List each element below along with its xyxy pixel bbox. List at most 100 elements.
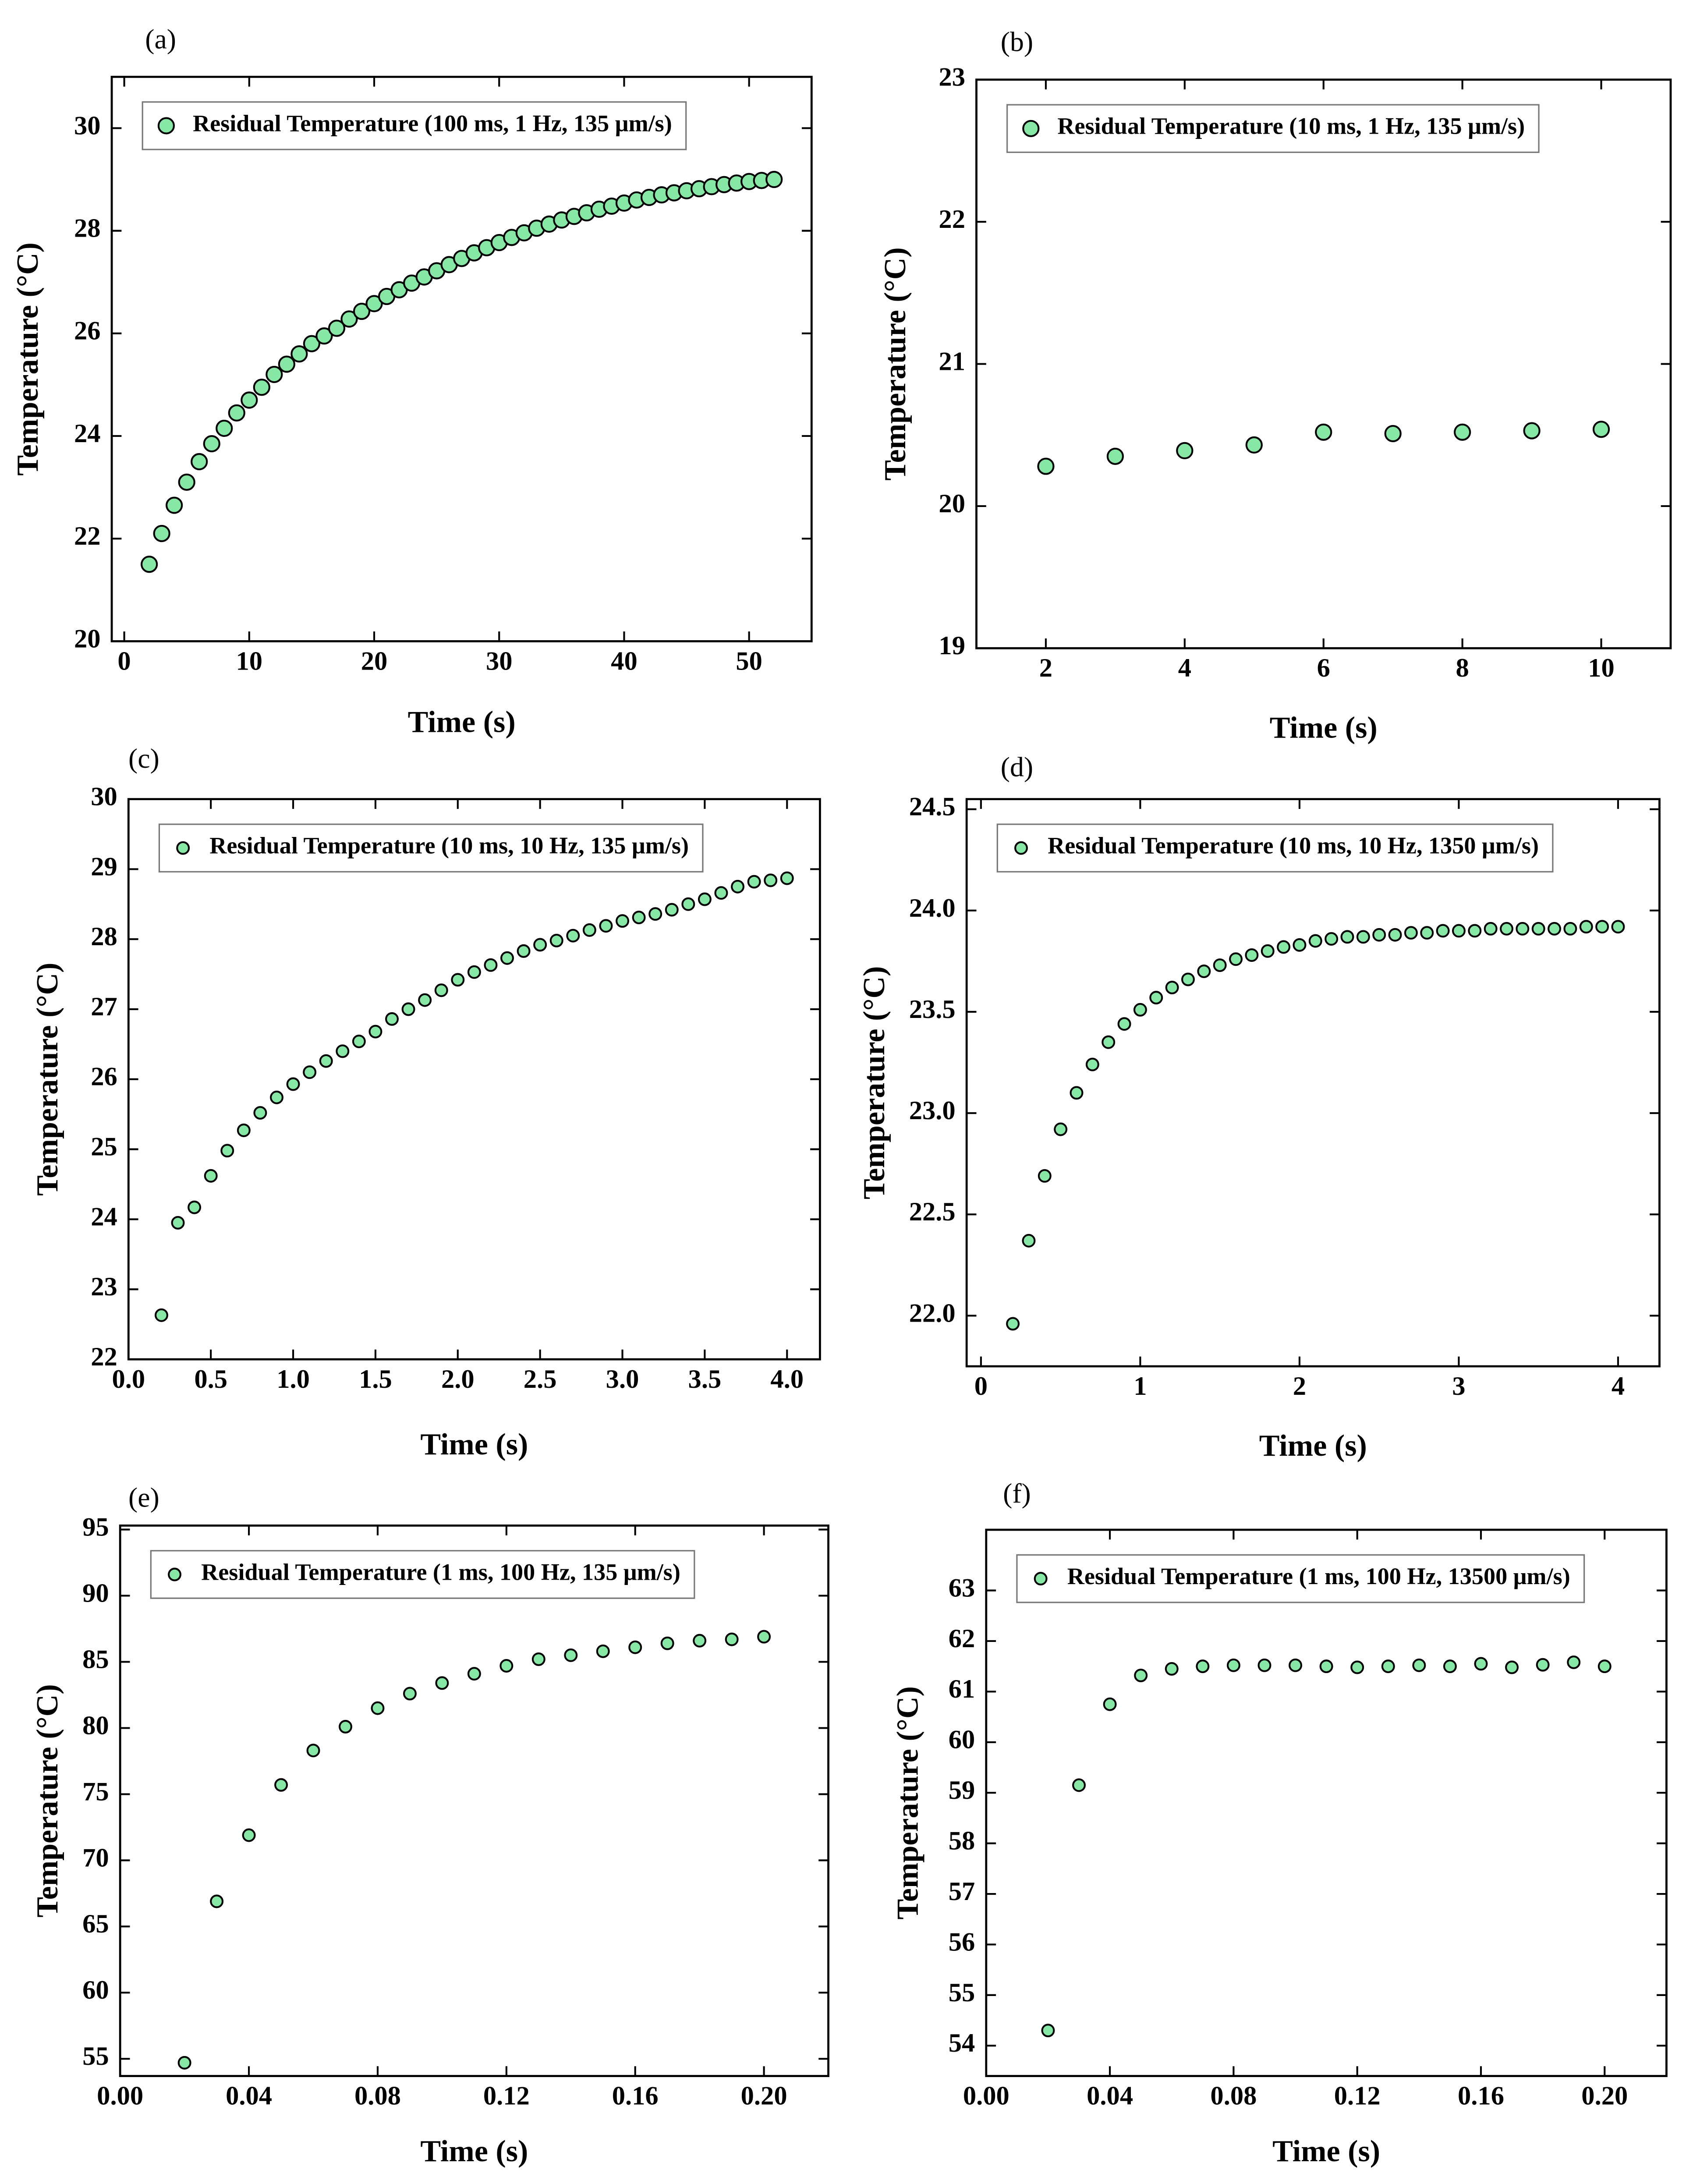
data-point xyxy=(435,1676,449,1690)
data-point xyxy=(434,983,448,997)
y-tick-label: 23.0 xyxy=(909,1096,956,1125)
y-axis-title: Temperature (°C) xyxy=(891,1686,925,1919)
data-point xyxy=(1474,1657,1488,1671)
x-tick-label: 0.5 xyxy=(194,1365,227,1394)
legend: Residual Temperature (100 ms, 1 Hz, 135 … xyxy=(142,101,687,150)
legend-label: Residual Temperature (10 ms, 10 Hz, 135 … xyxy=(209,833,689,859)
data-point xyxy=(764,873,778,887)
x-tick-label: 4 xyxy=(1178,653,1191,683)
x-axis-title: Time (s) xyxy=(1270,711,1378,745)
data-point xyxy=(1595,920,1609,934)
legend-marker xyxy=(1014,841,1028,855)
data-point xyxy=(1412,1658,1426,1672)
data-point xyxy=(1103,1697,1117,1711)
data-point xyxy=(517,944,531,958)
x-tick-label: 0.20 xyxy=(1581,2081,1628,2110)
data-point xyxy=(278,355,295,373)
data-point xyxy=(693,1634,707,1648)
data-point xyxy=(628,1640,642,1654)
data-point xyxy=(1176,442,1194,459)
x-tick-label: 3.5 xyxy=(688,1365,722,1394)
data-point xyxy=(1319,1659,1333,1673)
data-point xyxy=(1054,1122,1068,1136)
x-axis-title: Time (s) xyxy=(1259,1429,1367,1463)
data-point xyxy=(564,1648,578,1662)
legend-marker xyxy=(176,841,190,855)
data-point xyxy=(1070,1086,1084,1100)
y-tick-label: 22.5 xyxy=(909,1197,956,1227)
data-point xyxy=(228,404,245,422)
data-point xyxy=(1384,425,1402,443)
y-tick-label: 30 xyxy=(74,111,101,140)
x-tick-label: 8 xyxy=(1456,653,1469,683)
y-tick-label: 22.0 xyxy=(909,1298,956,1328)
data-point xyxy=(1372,928,1386,942)
data-point xyxy=(1293,938,1307,952)
x-tick-label: 0.12 xyxy=(483,2081,530,2110)
data-point xyxy=(339,1720,352,1734)
x-tick-label: 2.0 xyxy=(441,1365,475,1394)
legend-box xyxy=(1016,1554,1585,1603)
data-point xyxy=(1340,930,1354,944)
panel-label: (c) xyxy=(128,743,159,774)
y-tick-label: 57 xyxy=(949,1877,975,1906)
data-point xyxy=(1325,932,1339,946)
x-axis-title: Time (s) xyxy=(420,1428,528,1461)
legend: Residual Temperature (1 ms, 100 Hz, 135 … xyxy=(150,1550,695,1599)
data-point xyxy=(188,1200,202,1214)
data-point xyxy=(352,1035,366,1048)
x-tick-label: 0.16 xyxy=(1458,2081,1504,2110)
data-point xyxy=(303,1065,317,1079)
data-point xyxy=(1500,922,1513,936)
y-axis-title: Temperature (°C) xyxy=(878,247,912,480)
data-point xyxy=(484,958,498,972)
data-point xyxy=(1443,1659,1457,1673)
data-point xyxy=(270,1090,283,1104)
x-tick-label: 10 xyxy=(236,646,263,676)
data-point xyxy=(203,435,220,453)
data-point xyxy=(1611,920,1625,934)
x-axis-title: Time (s) xyxy=(420,2134,528,2168)
y-axis-title: Temperature (°C) xyxy=(31,963,64,1196)
y-tick-label: 75 xyxy=(82,1777,109,1806)
data-point xyxy=(237,1124,251,1137)
data-point xyxy=(1289,1658,1303,1672)
data-point xyxy=(401,1002,415,1016)
y-axis-title: Temperature (°C) xyxy=(11,242,45,475)
x-axis-title: Time (s) xyxy=(408,706,516,739)
data-point xyxy=(1563,922,1577,936)
data-point xyxy=(467,1667,481,1681)
legend-marker xyxy=(1034,1572,1048,1586)
data-point xyxy=(1229,952,1243,966)
data-point xyxy=(582,923,596,937)
legend: Residual Temperature (10 ms, 10 Hz, 135 … xyxy=(158,823,704,872)
panel-label: (d) xyxy=(1001,751,1033,782)
data-point xyxy=(340,310,358,328)
y-tick-label: 56 xyxy=(949,1927,975,1957)
y-tick-label: 26 xyxy=(91,1062,117,1092)
data-point xyxy=(353,302,371,320)
x-tick-label: 2 xyxy=(1039,653,1052,683)
y-tick-label: 24 xyxy=(74,419,101,448)
data-point xyxy=(1102,1035,1116,1049)
data-point xyxy=(154,1308,168,1322)
x-tick-label: 0.12 xyxy=(1334,2081,1381,2110)
data-point xyxy=(220,1144,234,1158)
data-point xyxy=(616,914,629,928)
data-point xyxy=(1277,940,1291,954)
data-point xyxy=(418,993,432,1007)
data-point xyxy=(153,525,170,542)
data-point xyxy=(725,1632,739,1646)
plot-frame xyxy=(119,1525,829,2077)
data-point xyxy=(599,919,613,933)
data-point xyxy=(1597,1659,1612,1673)
data-point xyxy=(731,879,745,893)
x-tick-label: 0.08 xyxy=(354,2081,401,2110)
y-tick-label: 28 xyxy=(91,922,117,951)
data-point xyxy=(1006,1317,1020,1331)
y-tick-label: 21 xyxy=(939,347,965,376)
plot-frame xyxy=(985,1528,1668,2077)
y-tick-label: 85 xyxy=(82,1645,109,1674)
panel-label: (e) xyxy=(128,1482,159,1513)
